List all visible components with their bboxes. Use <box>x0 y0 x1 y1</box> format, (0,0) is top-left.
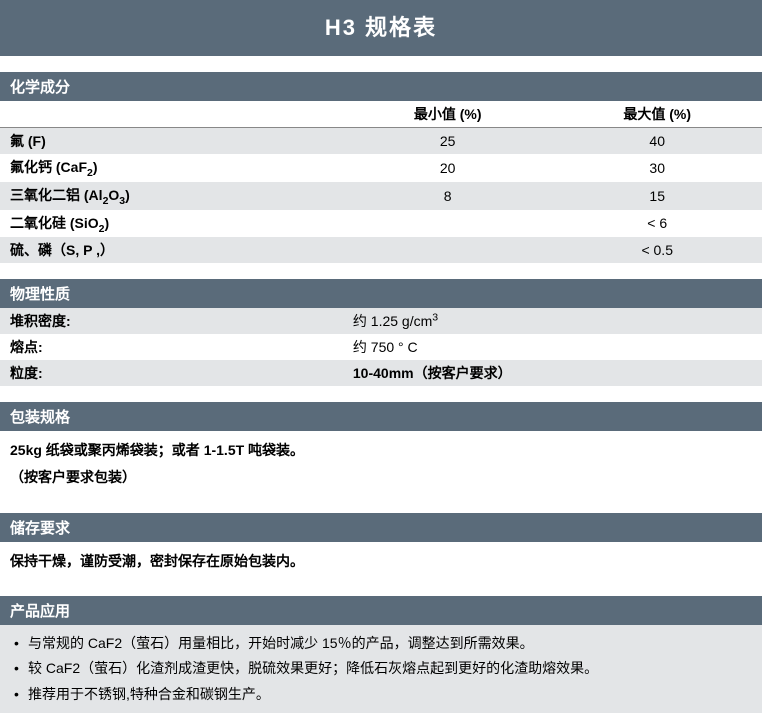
section-physical-heading: 物理性质 <box>0 279 762 308</box>
table-row: 氟 (F)2540 <box>0 128 762 155</box>
table-header-row: 最小值 (%) 最大值 (%) <box>0 101 762 128</box>
list-item-text: 较 CaF2（萤石）化渣剂成渣更快，脱硫效果更好；降低石灰熔点起到更好的化渣助熔… <box>28 656 598 681</box>
table-row: 堆积密度:约 1.25 g/cm3 <box>0 308 762 334</box>
chem-max: 15 <box>552 182 762 210</box>
list-item: •与常规的 CaF2（萤石）用量相比，开始时减少 15％的产品，调整达到所需效果… <box>14 631 752 656</box>
packaging-text: 25kg 纸袋或聚丙烯袋装；或者 1-1.5T 吨袋装。（按客户要求包装） <box>0 431 762 496</box>
chem-label: 三氧化二铝 (Al2O3) <box>0 182 343 210</box>
packaging-line: 25kg 纸袋或聚丙烯袋装；或者 1-1.5T 吨袋装。 <box>10 437 752 464</box>
packaging-line: （按客户要求包装） <box>10 464 752 491</box>
chem-min <box>343 237 553 263</box>
chem-max: 30 <box>552 154 762 182</box>
table-row: 硫、磷（S, P ,） < 0.5 <box>0 237 762 263</box>
chem-min: 20 <box>343 154 553 182</box>
list-item-text: 与常规的 CaF2（萤石）用量相比，开始时减少 15％的产品，调整达到所需效果。 <box>28 631 534 656</box>
chemical-table: 最小值 (%) 最大值 (%) 氟 (F)2540氟化钙 (CaF2)2030三… <box>0 101 762 263</box>
section-chemical-heading: 化学成分 <box>0 72 762 101</box>
phys-label: 堆积密度: <box>0 308 343 334</box>
chem-min: 25 <box>343 128 553 155</box>
chem-label: 二氧化硅 (SiO2) <box>0 210 343 238</box>
storage-text: 保持干燥，谨防受潮，密封保存在原始包装内。 <box>0 542 762 581</box>
table-row: 氟化钙 (CaF2)2030 <box>0 154 762 182</box>
page-title: H3 规格表 <box>0 0 762 56</box>
chem-min <box>343 210 553 238</box>
table-row: 粒度:10-40mm（按客户要求） <box>0 360 762 386</box>
bullet-icon: • <box>14 631 28 656</box>
list-item: •较 CaF2（萤石）化渣剂成渣更快，脱硫效果更好；降低石灰熔点起到更好的化渣助… <box>14 656 752 681</box>
chem-label: 氟 (F) <box>0 128 343 155</box>
chem-max: 40 <box>552 128 762 155</box>
phys-label: 粒度: <box>0 360 343 386</box>
col-min: 最小值 (%) <box>343 101 553 128</box>
table-row: 二氧化硅 (SiO2) < 6 <box>0 210 762 238</box>
chem-max: < 6 <box>552 210 762 238</box>
section-storage-heading: 储存要求 <box>0 513 762 542</box>
application-list: •与常规的 CaF2（萤石）用量相比，开始时减少 15％的产品，调整达到所需效果… <box>0 625 762 713</box>
list-item: •推荐用于不锈钢,特种合金和碳钢生产。 <box>14 682 752 707</box>
list-item-text: 推荐用于不锈钢,特种合金和碳钢生产。 <box>28 682 270 707</box>
chem-min: 8 <box>343 182 553 210</box>
physical-table: 堆积密度:约 1.25 g/cm3熔点:约 750 ° C粒度:10-40mm（… <box>0 308 762 386</box>
bullet-icon: • <box>14 656 28 681</box>
col-max: 最大值 (%) <box>552 101 762 128</box>
chem-label: 氟化钙 (CaF2) <box>0 154 343 182</box>
chem-max: < 0.5 <box>552 237 762 263</box>
chem-label: 硫、磷（S, P ,） <box>0 237 343 263</box>
section-packaging-heading: 包装规格 <box>0 402 762 431</box>
col-label <box>0 101 343 128</box>
phys-value: 约 1.25 g/cm3 <box>343 308 762 334</box>
table-row: 熔点:约 750 ° C <box>0 334 762 360</box>
table-row: 三氧化二铝 (Al2O3)815 <box>0 182 762 210</box>
phys-value: 约 750 ° C <box>343 334 762 360</box>
phys-value: 10-40mm（按客户要求） <box>343 360 762 386</box>
phys-label: 熔点: <box>0 334 343 360</box>
bullet-icon: • <box>14 682 28 707</box>
section-application-heading: 产品应用 <box>0 596 762 625</box>
